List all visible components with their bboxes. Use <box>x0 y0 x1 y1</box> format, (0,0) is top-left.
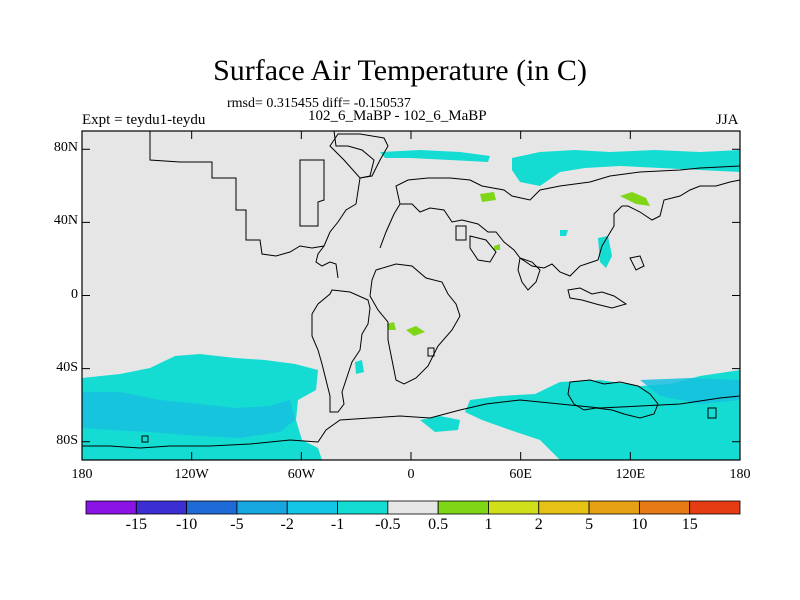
x-tick-label: 60E <box>509 467 532 482</box>
north-america-coast <box>149 130 375 257</box>
arabia <box>469 235 497 263</box>
eurasia-coast <box>379 179 741 277</box>
colorbar-label: 15 <box>681 516 698 533</box>
colorbar-swatch <box>337 500 389 515</box>
x-tick-label: 180 <box>71 467 93 482</box>
y-tick-label: 80S <box>56 432 78 448</box>
colorbar-label: -0.5 <box>375 516 401 533</box>
arctic-coast-east <box>512 150 740 186</box>
arctic-coast-west <box>380 150 490 162</box>
season-label: JJA <box>716 112 739 128</box>
x-tick-label: 60W <box>287 467 315 482</box>
stats-text: rmsd= 0.315455 diff= -0.150537 <box>227 96 411 111</box>
x-axis-ticks <box>81 131 741 460</box>
colorbar-label: 1 <box>484 516 493 533</box>
colorbar <box>85 500 741 515</box>
west-africa-coast <box>355 360 364 374</box>
y-tick-label: 40N <box>53 213 78 229</box>
colorbar-swatch <box>85 500 137 515</box>
africa-coast <box>369 263 461 385</box>
pacific-island <box>141 435 149 443</box>
colorbar-swatch <box>538 500 590 515</box>
experiment-label: Expt = teydu1-teydu <box>82 112 206 128</box>
colorbar-swatch <box>135 500 188 515</box>
y-tick-label: 0 <box>71 286 78 302</box>
antarctica-coast <box>82 395 741 449</box>
anomaly-fill-warm <box>387 192 650 336</box>
coastlines <box>82 130 741 449</box>
y-tick-label: 40S <box>56 359 78 375</box>
new-zealand <box>707 407 717 419</box>
chart-title: Surface Air Temperature (in C) <box>213 54 587 87</box>
colorbar-swatch <box>236 500 288 515</box>
y-axis-ticks <box>82 148 740 443</box>
south-atlantic-patch <box>420 416 460 432</box>
colorbar-label: -10 <box>175 516 198 533</box>
subtitle: 102_6_MaBP - 102_6_MaBP <box>308 108 487 124</box>
x-tick-label: 180 <box>729 467 751 482</box>
x-tick-label: 120W <box>174 467 209 482</box>
east-asia-coast <box>598 236 612 268</box>
colorbar-swatch <box>286 500 338 515</box>
colorbar-label: 10 <box>631 516 648 533</box>
south-america-coast <box>311 289 371 413</box>
india <box>517 257 541 291</box>
colorbar-swatch <box>588 500 640 515</box>
madagascar <box>427 347 435 357</box>
anomaly-fill-cool-dark <box>82 378 740 438</box>
southeast-asia <box>567 287 628 309</box>
northeast-asia-patch <box>620 192 650 206</box>
hudson-bay <box>299 159 325 227</box>
southern-ocean-deep <box>82 392 295 438</box>
japan <box>629 255 645 271</box>
colorbar-swatch <box>387 500 439 515</box>
x-tick-label: 120E <box>615 467 646 482</box>
colorbar-label: 5 <box>585 516 594 533</box>
africa-small-patch <box>387 322 396 330</box>
colorbar-label: -5 <box>230 516 244 533</box>
eurasia-north <box>395 165 741 205</box>
colorbar-label: -15 <box>125 516 147 533</box>
west-asia-patch <box>480 192 496 202</box>
central-america-coast <box>315 245 339 279</box>
colorbar-swatch <box>488 500 540 515</box>
caspian <box>455 225 467 241</box>
southern-ocean-deep-east <box>640 378 740 404</box>
colorbar-label: -1 <box>330 516 345 533</box>
greenland <box>329 133 389 179</box>
colorbar-swatch <box>689 500 741 515</box>
y-tick-label: 80N <box>53 140 78 156</box>
indian-ocean-patch <box>560 230 568 236</box>
australia-coast <box>567 379 659 419</box>
colorbar-swatch <box>638 500 691 515</box>
central-africa-patch <box>406 326 425 336</box>
colorbar-label: 2 <box>534 516 543 533</box>
colorbar-label: 0.5 <box>428 516 449 533</box>
colorbar-swatch <box>437 500 489 515</box>
colorbar-swatch <box>186 500 238 515</box>
colorbar-label: -2 <box>280 516 294 533</box>
arabia-small-patch <box>494 244 500 250</box>
map-panel <box>81 130 741 461</box>
x-tick-label: 0 <box>407 467 415 482</box>
